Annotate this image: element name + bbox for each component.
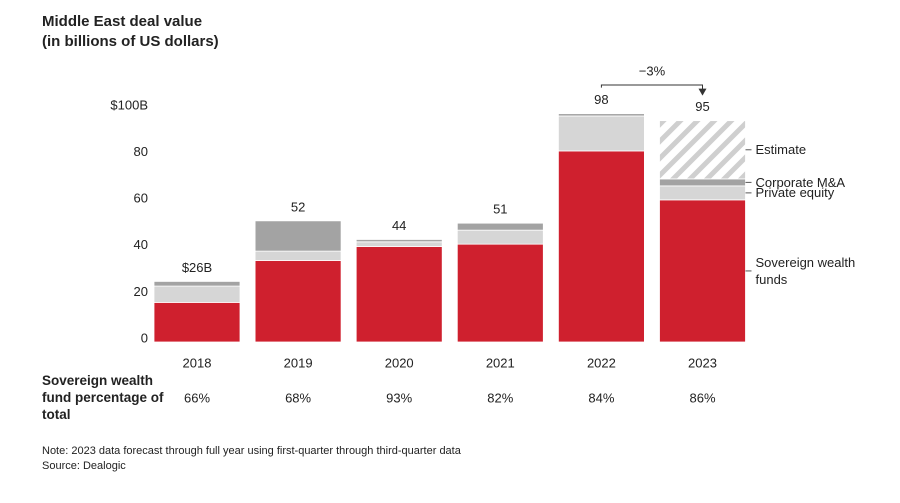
y-tick-label: 20 xyxy=(134,284,148,299)
note: Note: 2023 data forecast through full ye… xyxy=(42,445,462,457)
source: Source: Dealogic xyxy=(42,460,126,472)
legend-label: Estimate xyxy=(755,142,807,158)
total-label: 44 xyxy=(392,218,406,233)
bar-segment xyxy=(355,241,443,247)
y-tick-label: 60 xyxy=(134,191,148,206)
bar-segment xyxy=(456,229,544,245)
total-label: 98 xyxy=(594,92,608,107)
share-value: 66% xyxy=(184,390,210,405)
chart-title: Middle East deal value xyxy=(42,13,202,30)
share-value: 86% xyxy=(689,390,715,405)
bar-segment xyxy=(355,239,443,243)
change-label: −3% xyxy=(639,63,666,78)
bar-segment xyxy=(558,113,645,117)
bar-segment xyxy=(558,150,645,343)
x-tick-label: 2018 xyxy=(183,355,212,370)
legend-label: Sovereign wealth funds xyxy=(755,254,856,287)
bar-segment xyxy=(659,199,746,343)
share-value: 93% xyxy=(386,390,412,405)
total-label: $26B xyxy=(182,260,212,275)
total-label: 51 xyxy=(493,202,507,217)
share-value: 84% xyxy=(588,390,614,405)
change-arrowhead xyxy=(698,88,707,96)
bar-segment xyxy=(659,120,746,180)
chart-subtitle: (in billions of US dollars) xyxy=(42,33,219,50)
y-tick-label: 80 xyxy=(134,144,148,159)
bar-segment xyxy=(456,243,544,343)
x-tick-label: 2023 xyxy=(688,355,717,370)
legend-label: Private equity xyxy=(755,185,835,201)
bar-segment xyxy=(153,281,241,287)
total-label: 95 xyxy=(695,99,709,114)
bar-segment xyxy=(355,246,443,343)
share-row-label: Sovereign wealth fund percentage of tota… xyxy=(42,373,164,422)
x-tick-label: 2019 xyxy=(284,355,313,370)
bar-segment xyxy=(153,285,241,303)
bar-segment xyxy=(254,220,342,252)
y-tick-label: 0 xyxy=(141,330,148,345)
bar-segment xyxy=(558,115,645,152)
bar-segment xyxy=(659,178,746,187)
x-tick-label: 2020 xyxy=(385,355,414,370)
bar-segment xyxy=(456,222,544,231)
total-label: 52 xyxy=(291,199,305,214)
y-tick-label: $100B xyxy=(110,97,148,112)
bar-segment xyxy=(254,250,342,261)
bar-segment xyxy=(153,301,241,343)
change-bracket xyxy=(600,84,703,95)
share-value: 68% xyxy=(285,390,311,405)
bar-segment xyxy=(254,260,342,343)
x-tick-label: 2021 xyxy=(486,355,515,370)
bar-segment xyxy=(659,185,746,201)
y-tick-label: 40 xyxy=(134,237,148,252)
x-tick-label: 2022 xyxy=(587,355,616,370)
legend-label: Corporate M&A xyxy=(755,174,846,190)
share-value: 82% xyxy=(487,390,513,405)
